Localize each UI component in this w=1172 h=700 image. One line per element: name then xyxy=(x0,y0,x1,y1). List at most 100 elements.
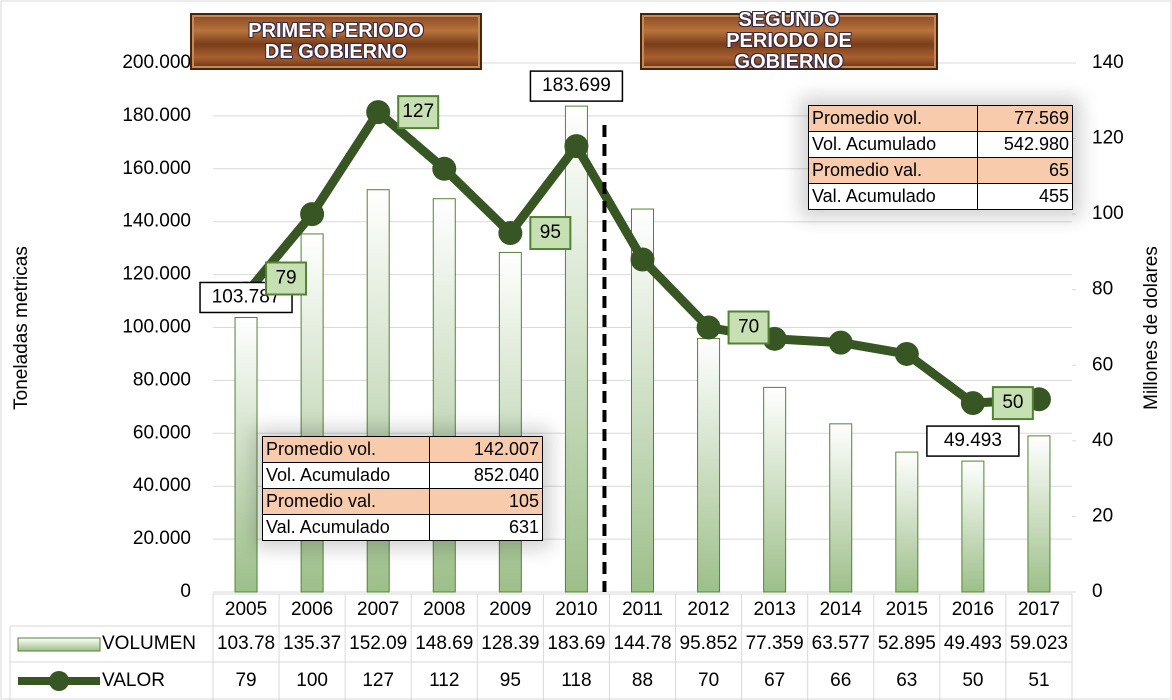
summary-cell: 852.040 xyxy=(429,462,543,489)
summary-cell: Promedio val. xyxy=(808,157,978,184)
summary-cell: Promedio vol. xyxy=(262,436,430,463)
data-label-box xyxy=(991,386,1034,421)
x-tick-label: 2014 xyxy=(820,599,863,620)
table-cell: 127 xyxy=(362,670,394,691)
bar xyxy=(697,337,721,593)
legend-key xyxy=(17,637,101,652)
summary-row: Val. Acumulado 455 xyxy=(808,183,1073,210)
data-label: 127 xyxy=(402,101,434,122)
y-axis-label: Toneladas metricas xyxy=(11,246,32,410)
y2-tick-label: 100 xyxy=(1092,203,1124,224)
data-label: 79 xyxy=(275,268,296,289)
data-label: 50 xyxy=(1002,392,1023,413)
table-cell: 63.577 xyxy=(812,633,870,654)
table-cell: 183.69 xyxy=(547,633,605,654)
table-cell: 118 xyxy=(561,670,591,691)
summary-cell: 142.007 xyxy=(429,436,543,463)
table-cell: 52.895 xyxy=(878,633,936,654)
x-tick-label: 2012 xyxy=(687,599,729,620)
table-cell: 66 xyxy=(830,670,851,691)
data-label-box xyxy=(926,425,1020,457)
summary-cell: Promedio vol. xyxy=(808,105,978,132)
data-label: 49.493 xyxy=(944,430,1002,451)
y-tick-label: 100.000 xyxy=(122,317,191,338)
marker xyxy=(960,391,985,416)
y2-tick-label: 60 xyxy=(1092,354,1113,375)
summary-table: Promedio vol. 142.007 Vol. Acumulado 852.04… xyxy=(262,436,543,541)
summary-cell: 542.980 xyxy=(977,131,1073,158)
summary-cell: Val. Acumulado xyxy=(808,183,978,210)
summary-table: Promedio vol. 77.569 Vol. Acumulado 542.980… xyxy=(808,105,1073,210)
summary-cell: 105 xyxy=(429,488,543,515)
period-banner: PRIMER PERIODO DE GOBIERNO xyxy=(190,13,482,70)
summary-row: Promedio vol. 77.569 xyxy=(808,105,1073,132)
y2-axis-label: Millones de dolares xyxy=(1141,246,1162,410)
table-cell: 70 xyxy=(698,670,719,691)
summary-cell: 455 xyxy=(977,183,1073,210)
table-cell: 88 xyxy=(632,670,653,691)
data-label-box xyxy=(529,216,572,251)
summary-row: Vol. Acumulado 542.980 xyxy=(808,131,1073,158)
x-tick-label: 2015 xyxy=(886,599,928,620)
summary-cell: 631 xyxy=(429,514,543,541)
bar xyxy=(631,208,654,593)
x-tick-label: 2011 xyxy=(622,599,663,620)
period-banner: SEGUNDO PERIODO DE GOBIERNO xyxy=(640,10,938,73)
summary-cell: Vol. Acumulado xyxy=(262,462,430,489)
data-label-box xyxy=(727,310,770,345)
x-tick-label: 2006 xyxy=(291,599,333,620)
marker xyxy=(300,202,325,227)
marker xyxy=(894,341,919,366)
y-tick-label: 120.000 xyxy=(122,264,191,285)
y2-tick-label: 20 xyxy=(1092,505,1113,526)
bar xyxy=(829,423,853,593)
bar xyxy=(498,251,522,593)
data-label-box xyxy=(397,95,440,130)
y-tick-label: 60.000 xyxy=(133,422,191,443)
marker xyxy=(366,100,391,125)
summary-row: Promedio val. 105 xyxy=(262,488,543,515)
y2-tick-label: 40 xyxy=(1092,430,1113,451)
bar xyxy=(895,451,919,593)
table-cell: 152.09 xyxy=(349,633,407,654)
x-tick-label: 2007 xyxy=(357,599,399,620)
table-cell: 135.37 xyxy=(283,633,341,654)
table-cell: 51 xyxy=(1028,670,1049,691)
y2-tick-label: 0 xyxy=(1092,581,1103,602)
marker xyxy=(432,156,457,181)
summary-row: Promedio vol. 142.007 xyxy=(262,436,543,463)
y-tick-label: 40.000 xyxy=(133,475,191,496)
table-cell: 95.852 xyxy=(680,633,738,654)
y-tick-label: 20.000 xyxy=(133,528,191,549)
table-cell: 148.69 xyxy=(415,633,473,654)
table-cell: 77.359 xyxy=(746,633,804,654)
legend-label: VALOR xyxy=(102,670,165,691)
y2-tick-label: 140 xyxy=(1092,52,1124,73)
table-cell: 95 xyxy=(500,670,521,691)
summary-cell: 65 xyxy=(977,157,1073,184)
x-tick-label: 2016 xyxy=(952,599,994,620)
marker xyxy=(630,247,655,272)
y-tick-label: 160.000 xyxy=(122,158,191,179)
y-tick-label: 180.000 xyxy=(122,105,191,126)
table-cell: 59.023 xyxy=(1010,633,1068,654)
bar xyxy=(234,316,258,593)
table-cell: 128.39 xyxy=(481,633,539,654)
summary-cell: Promedio val. xyxy=(262,488,430,515)
marker xyxy=(696,315,721,340)
y-tick-label: 80.000 xyxy=(133,369,191,390)
table-cell: 49.493 xyxy=(944,633,1002,654)
marker xyxy=(498,221,523,246)
summary-row: Val. Acumulado 631 xyxy=(262,514,543,541)
y-tick-label: 200.000 xyxy=(122,52,191,73)
data-label: 70 xyxy=(738,317,759,338)
y2-tick-label: 120 xyxy=(1092,128,1124,149)
legend-key xyxy=(49,671,69,691)
x-tick-label: 2013 xyxy=(754,599,796,620)
y2-tick-label: 80 xyxy=(1092,279,1113,300)
y-tick-label: 140.000 xyxy=(122,211,191,232)
bar xyxy=(763,386,787,593)
